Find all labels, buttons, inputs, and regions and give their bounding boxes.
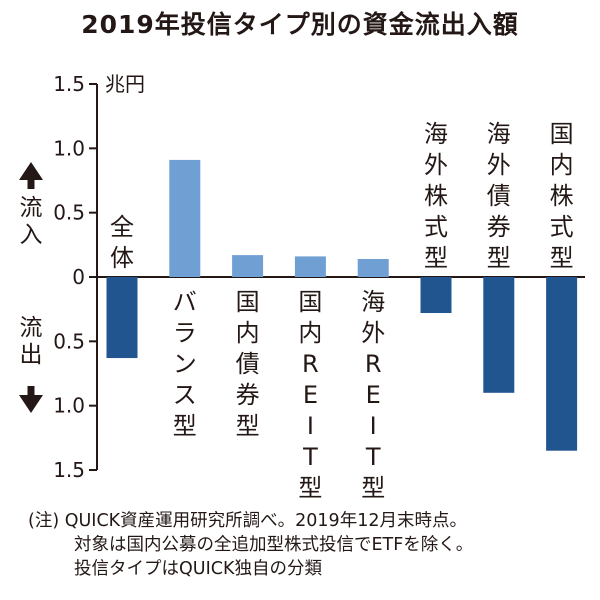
category-label-char: 債 (487, 182, 511, 210)
outflow-arrow-shaft (27, 386, 35, 396)
category-label-char: 型 (487, 244, 511, 272)
bar-国内債券型 (232, 255, 264, 277)
footnote: (注) QUICK資産運用研究所調べ。2019年12月末時点。 対象は国内公募の… (28, 509, 598, 581)
bar-国内株式型 (546, 277, 578, 451)
category-label-char: 株 (424, 182, 448, 210)
category-label-char: 海 (424, 120, 448, 148)
y-tick-label: 0.5 (53, 329, 85, 353)
category-label-char: 外 (487, 151, 511, 179)
category-label-char: ス (173, 381, 197, 409)
category-label-char: 内 (550, 151, 574, 179)
category-label-char: 海 (487, 120, 511, 148)
category-label-char: 式 (550, 213, 574, 241)
outflow-arrow-icon (19, 395, 43, 413)
bar-海外REIT型 (357, 258, 389, 277)
outflow-label-char: 流 (20, 315, 43, 341)
y-tick-label: 1.5 (53, 458, 85, 482)
category-label-char: E (366, 381, 381, 409)
category-label-char: 国 (550, 120, 574, 148)
y-tick-label: 0.5 (53, 201, 85, 225)
bar-海外株式型 (420, 277, 452, 314)
category-label-char: バ (173, 288, 197, 316)
y-tick-label: 1.5 (53, 72, 85, 96)
category-label-char: 型 (298, 474, 322, 502)
outflow-label-char: 出 (20, 342, 43, 368)
category-label-char: 型 (424, 244, 448, 272)
category-label-char: 債 (236, 350, 260, 378)
inflow-label-char: 入 (20, 222, 43, 248)
category-label-char: 型 (550, 244, 574, 272)
bar-国内REIT型 (294, 256, 326, 277)
category-label-char: T (302, 443, 318, 471)
y-tick-label: 0 (72, 265, 85, 289)
category-label-char: 式 (424, 213, 448, 241)
y-tick-label: 1.0 (53, 394, 85, 418)
category-label-char: T (365, 443, 381, 471)
category-label-char: 海 (361, 288, 385, 316)
category-label-layer: 全体バランス型国内債券型国内REIT型海外REIT型海外株式型海外債券型国内株式… (110, 120, 574, 502)
unit-label: 兆円 (105, 72, 145, 96)
footnote-line: 投信タイプはQUICK独自の分類 (74, 559, 322, 579)
category-label-char: 全 (110, 213, 134, 241)
category-label-char: 体 (110, 244, 134, 272)
inflow-label-char: 流 (20, 195, 43, 221)
y-tick-label: 1.0 (53, 136, 85, 160)
category-label-char: 型 (236, 412, 260, 440)
chart-title: 2019年投信タイプ別の資金流出入額 (81, 10, 519, 39)
category-label-char: 株 (550, 182, 574, 210)
inflow-arrow-shaft (27, 179, 35, 189)
category-label-char: R (302, 350, 319, 378)
category-label-char: 国 (298, 288, 322, 316)
category-label-char: 型 (173, 412, 197, 440)
category-label-char: 内 (236, 319, 260, 347)
category-label-char: I (307, 412, 314, 440)
bar-海外債券型 (483, 277, 515, 393)
category-label-char: 外 (424, 151, 448, 179)
category-label-char: R (365, 350, 382, 378)
bar-バランス型 (169, 159, 201, 277)
category-label-char: E (303, 381, 318, 409)
inflow-arrow-icon (19, 162, 43, 180)
category-label-char: 型 (361, 474, 385, 502)
footnote-line: (注) QUICK資産運用研究所調べ。2019年12月末時点。 (28, 511, 467, 531)
category-label-char: 国 (236, 288, 260, 316)
category-label-char: I (370, 412, 377, 440)
category-label-char: 券 (487, 213, 511, 241)
category-label-char: 券 (236, 381, 260, 409)
category-label: 全体 (110, 213, 134, 272)
category-label-char: 内 (298, 319, 322, 347)
category-label-char: 外 (361, 319, 385, 347)
category-label-char: ラ (173, 319, 197, 347)
bar-全体 (106, 277, 138, 359)
bar-layer (106, 159, 578, 451)
footnote-line: 対象は国内公募の全追加型株式投信でETFを除く。 (74, 535, 474, 555)
category-label-char: ン (173, 350, 197, 378)
